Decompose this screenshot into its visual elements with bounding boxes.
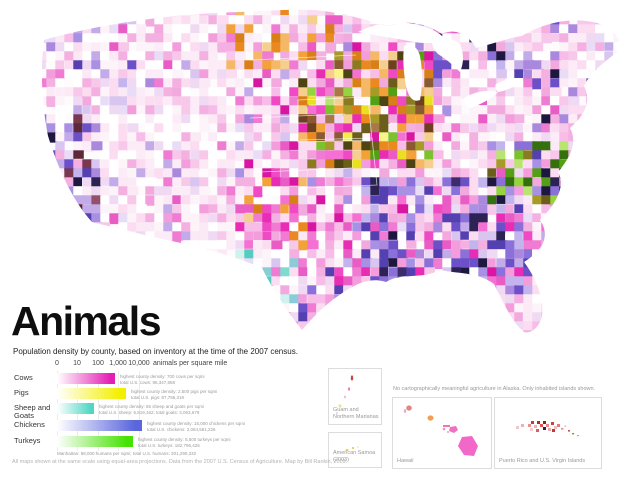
great-lakes [358,22,522,108]
inset-hawaii-label: Hawaii [397,458,414,465]
cows-label: Cows [14,373,33,382]
inset-samoa-label: American Samoa (2003) [333,450,376,464]
legend-row-chickens: Chickens highest county density: 15,000 … [0,420,330,433]
turkeys-density-bar [57,436,133,447]
legend-row-sheep-goats: Sheep and Goats highest county density: … [0,403,330,420]
turkeys-notes: highest county density: 5,500 turkeys pe… [138,437,231,449]
island-inset-graphics [336,375,579,456]
scale-gridline [98,371,99,451]
page-title: Animals [11,298,162,344]
scale-tick-0: 0 [55,360,59,367]
credits-caption: All maps shown at the same scale using e… [12,459,348,465]
scale-unit-label: animals per square mile [153,360,228,367]
chickens-density-bar [57,420,142,431]
inset-puerto-rico-usvi: Puerto Rico and U.S. Virgin Islands [494,397,602,469]
legend: 0 10 100 1,000 10,000 animals per square… [0,360,330,456]
legend-row-turkeys: Turkeys highest county density: 5,500 tu… [0,436,330,449]
legend-row-pigs: Pigs highest county density: 2,500 pigs … [0,388,330,401]
chickens-notes: highest county density: 15,000 chickens … [147,421,246,433]
page-subtitle: Population density by county, based on i… [13,347,298,356]
scale-tick-10000: 10,000 [128,360,150,367]
scale-tick-100: 100 [92,360,104,367]
cows-notes: highest county density: 700 cows per sqm… [120,374,205,386]
legend-row-cows: Cows highest county density: 700 cows pe… [0,373,330,386]
scale-tick-10: 10 [73,360,81,367]
scale-tick-1000: 1,000 [109,360,127,367]
state-borders [249,54,378,189]
inset-guam-label: Guam and Northern Marianas [333,407,379,421]
sheep-goats-notes: highest county density: 65 sheep and goa… [99,404,205,416]
sheep-goats-label: Sheep and Goats [14,403,51,421]
scale-gridline [139,371,140,451]
alaska-note: No cartographically meaningful agricultu… [393,386,596,392]
chickens-label: Chickens [14,420,45,429]
inset-hawaii: Hawaii [392,397,492,469]
inset-pr-label: Puerto Rico and U.S. Virgin Islands [499,458,586,465]
pigs-notes: highest county density: 2,500 pigs per s… [131,389,218,401]
turkeys-label: Turkeys [14,436,41,445]
inset-guam-marianas: Guam and Northern Marianas [328,368,382,425]
human-comparison-note: Manhattan: 88,000 humans per sqmi; total… [57,451,197,456]
cows-density-bar [57,373,115,384]
scale-gridline [118,371,119,451]
pigs-label: Pigs [14,388,29,397]
pigs-density-bar [57,388,126,399]
sheep-goats-density-bar [57,403,94,414]
inset-american-samoa: American Samoa (2003) [328,432,382,468]
